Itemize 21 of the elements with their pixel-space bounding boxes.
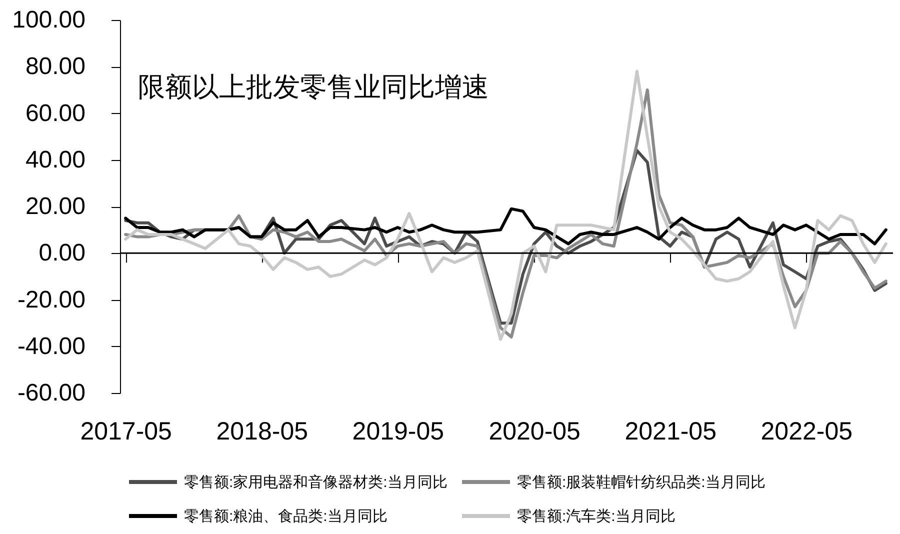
legend-label: 零售额:汽车类:当月同比: [517, 508, 676, 525]
x-tick-label: 2020-05: [488, 418, 580, 446]
y-tick-label: 40.00: [25, 146, 86, 174]
x-tick-label: 2021-05: [624, 418, 716, 446]
x-tick-label: 2018-05: [216, 418, 308, 446]
y-tick-label: 80.00: [25, 53, 86, 80]
x-tick-label: 2017-05: [80, 418, 172, 446]
y-tick-label: -60.00: [17, 380, 86, 406]
y-tick-label: -20.00: [17, 286, 86, 314]
legend-label: 零售额:家用电器和音像器材类:当月同比: [184, 474, 448, 491]
legend-label: 零售额:粮油、食品类:当月同比: [184, 508, 388, 525]
x-tick-label: 2022-05: [760, 418, 853, 446]
y-tick-label: 20.00: [25, 193, 86, 220]
y-tick-label: 0.00: [38, 240, 86, 267]
y-tick-label: 100.00: [12, 6, 86, 34]
y-tick-label: -40.00: [17, 332, 86, 360]
line-series: [124, 207, 888, 246]
x-tick-label: 2019-05: [352, 418, 444, 446]
y-tick-label: 60.00: [25, 100, 86, 127]
legend-label: 零售额:服装鞋帽针纺织品类:当月同比: [517, 474, 766, 491]
text: 限额以上批发零售业同比增速: [138, 72, 489, 102]
